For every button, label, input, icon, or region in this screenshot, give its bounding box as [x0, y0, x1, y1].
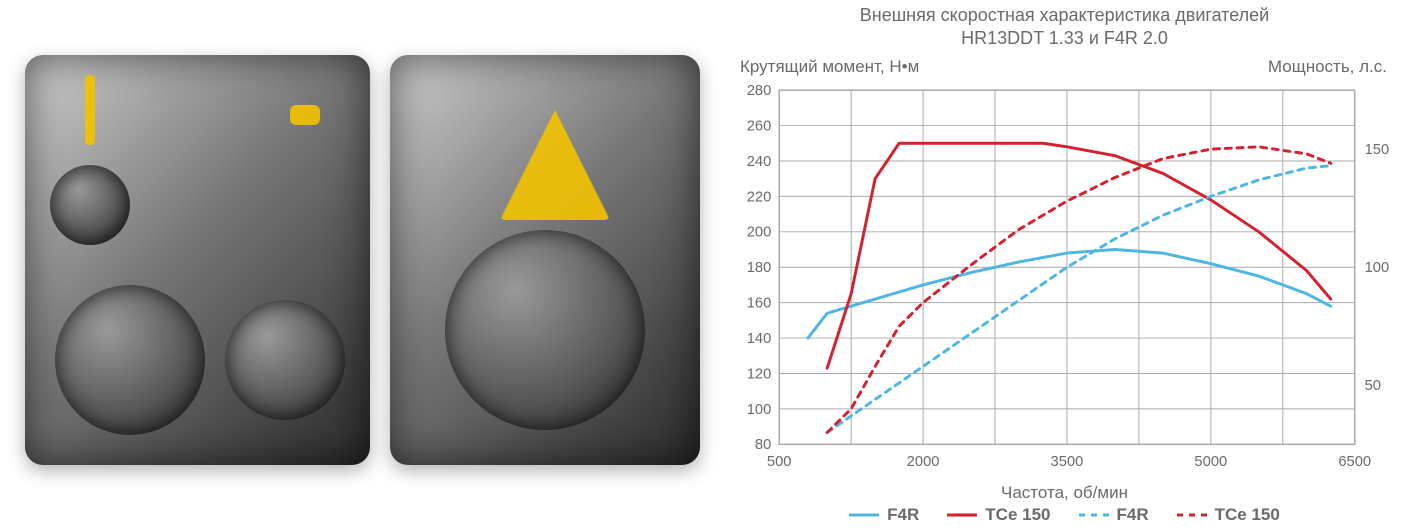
- y-right-axis-label: Мощность, л.с.: [1268, 57, 1387, 77]
- svg-text:5000: 5000: [1194, 454, 1227, 470]
- svg-text:6500: 6500: [1338, 454, 1371, 470]
- axis-labels-row: Крутящий момент, Н•м Мощность, л.с.: [730, 57, 1399, 79]
- engine-image-side: [390, 55, 700, 465]
- chart-panel: Внешняя скоростная характеристика двигат…: [720, 0, 1411, 530]
- svg-text:220: 220: [747, 189, 772, 205]
- svg-text:100: 100: [1365, 260, 1390, 276]
- legend-label: F4R: [1117, 505, 1149, 525]
- svg-text:50: 50: [1365, 378, 1381, 394]
- svg-text:3500: 3500: [1051, 454, 1084, 470]
- chart-title: Внешняя скоростная характеристика двигат…: [730, 4, 1399, 51]
- legend-label: TCe 150: [1215, 505, 1280, 525]
- legend-item: F4R: [1079, 505, 1149, 525]
- svg-text:140: 140: [747, 331, 772, 347]
- chart-legend: F4R TCe 150 F4R TCe 150: [730, 505, 1399, 525]
- svg-text:260: 260: [747, 118, 772, 134]
- chart-title-line1: Внешняя скоростная характеристика двигат…: [730, 4, 1399, 27]
- chart-svg: 80 100 120 140 160 180 200 220 240 260 280 50 100 150…: [730, 81, 1399, 481]
- svg-text:100: 100: [747, 402, 772, 418]
- legend-label: TCe 150: [985, 505, 1050, 525]
- svg-text:160: 160: [747, 295, 772, 311]
- legend-item: F4R: [849, 505, 919, 525]
- legend-item: TCe 150: [947, 505, 1050, 525]
- legend-swatch: [1079, 505, 1109, 525]
- chart-plot: 80 100 120 140 160 180 200 220 240 260 280 50 100 150…: [730, 81, 1399, 481]
- x-axis-label: Частота, об/мин: [730, 483, 1399, 503]
- svg-text:200: 200: [747, 225, 772, 241]
- legend-swatch: [1177, 505, 1207, 525]
- svg-text:120: 120: [747, 366, 772, 382]
- y-left-axis-label: Крутящий момент, Н•м: [740, 57, 919, 77]
- svg-text:500: 500: [767, 454, 792, 470]
- legend-item: TCe 150: [1177, 505, 1280, 525]
- engine-images-panel: [0, 0, 720, 530]
- svg-text:2000: 2000: [907, 454, 940, 470]
- svg-text:150: 150: [1365, 142, 1390, 158]
- engine-image-front: [25, 55, 370, 465]
- legend-label: F4R: [887, 505, 919, 525]
- svg-text:280: 280: [747, 83, 772, 99]
- legend-swatch: [849, 505, 879, 525]
- svg-text:80: 80: [755, 437, 771, 453]
- chart-title-line2: HR13DDT 1.33 и F4R 2.0: [730, 27, 1399, 50]
- svg-text:180: 180: [747, 260, 772, 276]
- legend-swatch: [947, 505, 977, 525]
- svg-text:240: 240: [747, 154, 772, 170]
